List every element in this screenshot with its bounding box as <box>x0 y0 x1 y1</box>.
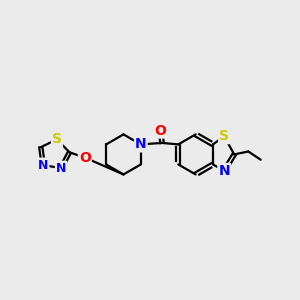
Text: O: O <box>154 124 166 138</box>
Text: S: S <box>52 132 62 146</box>
Text: N: N <box>38 159 49 172</box>
Text: O: O <box>79 151 91 165</box>
Text: N: N <box>218 164 230 178</box>
Text: N: N <box>56 162 66 175</box>
Text: S: S <box>219 129 229 143</box>
Text: N: N <box>135 137 147 152</box>
